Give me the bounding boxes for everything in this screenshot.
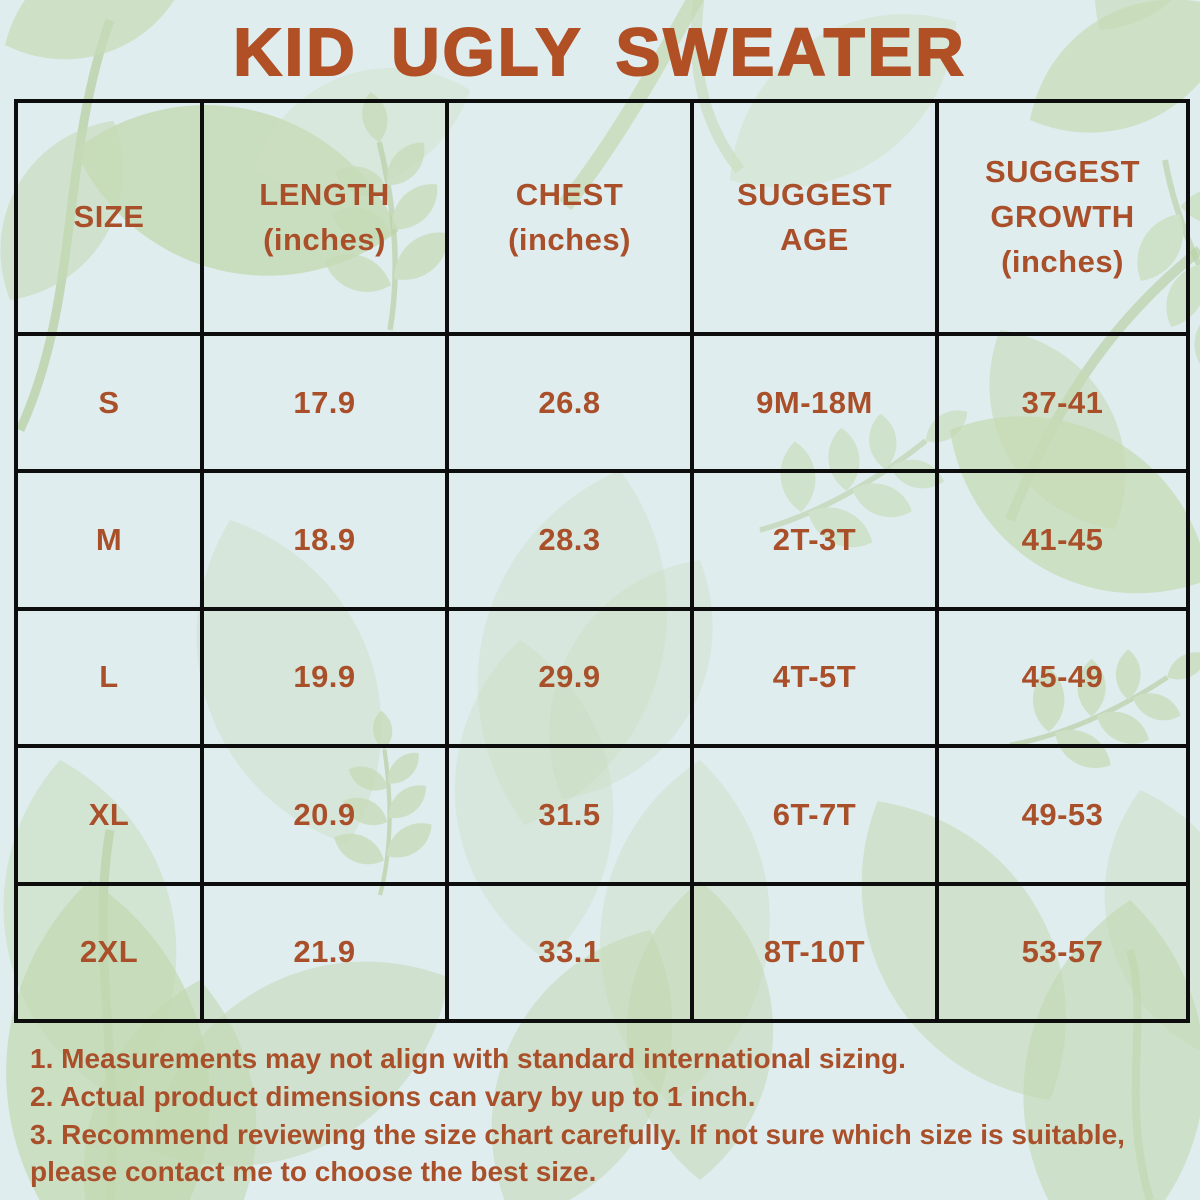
cell-chest: 31.5 bbox=[445, 744, 694, 886]
footnotes: 1. Measurements may not align with stand… bbox=[30, 1040, 1160, 1191]
cell-age: 4T-5T bbox=[690, 606, 939, 749]
cell-growth: 41-45 bbox=[935, 469, 1190, 611]
cell-chest: 33.1 bbox=[445, 881, 694, 1024]
table-row-xl: XL 20.9 31.5 6T-7T 49-53 bbox=[14, 744, 1190, 886]
page-title: KID UGLY SWEATER bbox=[232, 14, 967, 91]
cell-growth: 45-49 bbox=[935, 606, 1190, 749]
cell-size: M bbox=[14, 469, 204, 611]
cell-age: 9M-18M bbox=[690, 331, 939, 474]
footnote-2: 2. Actual product dimensions can vary by… bbox=[30, 1081, 756, 1112]
cell-age: 6T-7T bbox=[690, 744, 939, 886]
size-chart-table: SIZE LENGTH (inches) CHEST (inches) SUGG… bbox=[14, 99, 1190, 1024]
header-row: SIZE LENGTH (inches) CHEST (inches) SUGG… bbox=[14, 99, 1190, 336]
table-row-l: L 19.9 29.9 4T-5T 45-49 bbox=[14, 606, 1190, 749]
col-header-length: LENGTH (inches) bbox=[200, 99, 449, 336]
cell-growth: 49-53 bbox=[935, 744, 1190, 886]
col-header-chest: CHEST (inches) bbox=[445, 99, 694, 336]
cell-length: 18.9 bbox=[200, 469, 449, 611]
cell-chest: 26.8 bbox=[445, 331, 694, 474]
cell-chest: 29.9 bbox=[445, 606, 694, 749]
cell-growth: 37-41 bbox=[935, 331, 1190, 474]
cell-length: 19.9 bbox=[200, 606, 449, 749]
cell-length: 17.9 bbox=[200, 331, 449, 474]
col-header-growth: SUGGEST GROWTH (inches) bbox=[935, 99, 1190, 336]
cell-length: 21.9 bbox=[200, 881, 449, 1024]
table-row-m: M 18.9 28.3 2T-3T 41-45 bbox=[14, 469, 1190, 611]
footnote-1: 1. Measurements may not align with stand… bbox=[30, 1043, 906, 1074]
cell-size: XL bbox=[14, 744, 204, 886]
cell-size: L bbox=[14, 606, 204, 749]
cell-age: 8T-10T bbox=[690, 881, 939, 1024]
cell-size: S bbox=[14, 331, 204, 474]
cell-chest: 28.3 bbox=[445, 469, 694, 611]
cell-growth: 53-57 bbox=[935, 881, 1190, 1024]
col-header-size: SIZE bbox=[14, 99, 204, 336]
table-row-2xl: 2XL 21.9 33.1 8T-10T 53-57 bbox=[14, 881, 1190, 1024]
cell-length: 20.9 bbox=[200, 744, 449, 886]
col-header-age: SUGGEST AGE bbox=[690, 99, 939, 336]
table-row-s: S 17.9 26.8 9M-18M 37-41 bbox=[14, 331, 1190, 474]
footnote-3: 3. Recommend reviewing the size chart ca… bbox=[30, 1119, 1125, 1187]
cell-age: 2T-3T bbox=[690, 469, 939, 611]
cell-size: 2XL bbox=[14, 881, 204, 1024]
